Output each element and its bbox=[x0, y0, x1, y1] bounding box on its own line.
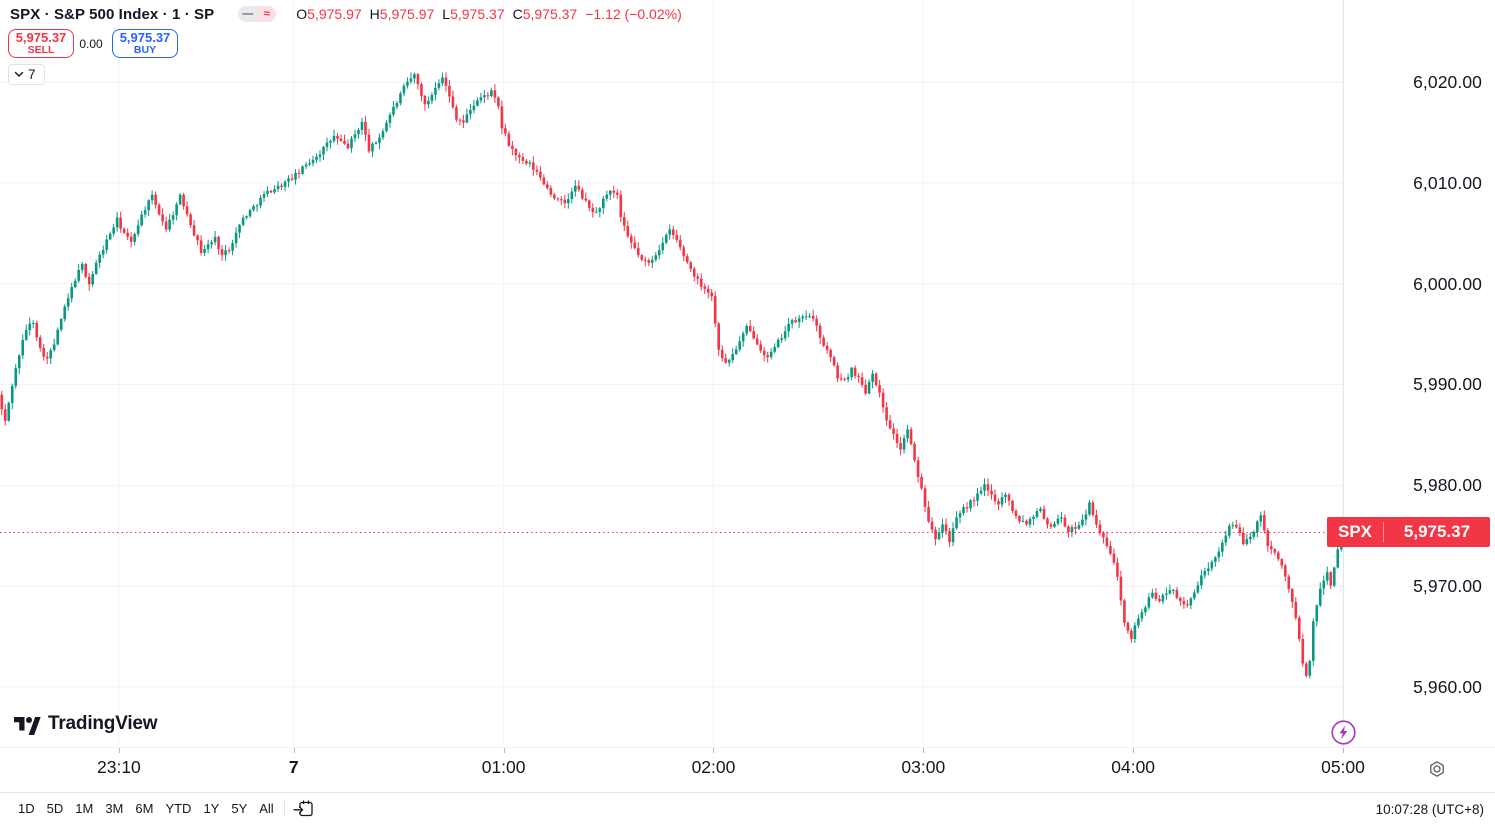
close-label: C bbox=[512, 6, 523, 22]
time-tick-label: 05:00 bbox=[1321, 757, 1365, 777]
chevron-down-icon bbox=[14, 71, 24, 77]
time-tick-mark bbox=[1133, 748, 1135, 753]
tradingview-logo-icon bbox=[14, 716, 41, 735]
high-value: 5,975.97 bbox=[379, 6, 435, 22]
instant-trading-icon[interactable] bbox=[1330, 719, 1357, 746]
object-tree-dropdown[interactable]: 7 bbox=[8, 64, 45, 85]
price-tick-label: 5,960.00 bbox=[1413, 676, 1482, 697]
low-label: L bbox=[442, 6, 451, 22]
range-button-6m[interactable]: 6M bbox=[135, 801, 154, 816]
range-button-5y[interactable]: 5Y bbox=[231, 801, 248, 816]
delayed-data-icon: ≈ bbox=[257, 6, 277, 22]
price-scale-axis[interactable]: 6,020.00 6,010.00 6,000.00 5,990.00 5,980.00… bbox=[1343, 0, 1495, 747]
price-label-value: 5,975.37 bbox=[1403, 522, 1471, 541]
price-tick-label: 6,000.00 bbox=[1413, 273, 1482, 294]
chart-header: SPX · S&P 500 Index · 1 · SP — ≈ O5,975.… bbox=[8, 4, 682, 85]
spread-value: 0.00 bbox=[79, 36, 103, 51]
close-value: 5,975.37 bbox=[522, 6, 578, 22]
chart-pane[interactable] bbox=[0, 0, 1343, 747]
go-to-date-button[interactable] bbox=[293, 799, 314, 818]
ohlc-values: O5,975.97 H5,975.97 L5,975.37 C5,975.37 … bbox=[296, 6, 681, 22]
sell-price: 5,975.37 bbox=[15, 30, 67, 46]
open-value: 5,975.97 bbox=[307, 6, 362, 22]
range-button-1y[interactable]: 1Y bbox=[203, 801, 220, 816]
time-tick-mark bbox=[1343, 748, 1344, 753]
time-tick-mark bbox=[293, 748, 295, 753]
price-scale-settings-gear-icon[interactable] bbox=[1428, 760, 1446, 778]
range-button-ytd[interactable]: YTD bbox=[165, 801, 192, 816]
range-button-all[interactable]: All bbox=[259, 801, 274, 816]
time-tick-label: 04:00 bbox=[1111, 757, 1156, 777]
range-button-3m[interactable]: 3M bbox=[105, 801, 124, 816]
time-tick-label: 03:00 bbox=[901, 757, 946, 777]
sell-button[interactable]: 5,975.37 SELL bbox=[8, 29, 74, 58]
open-label: O bbox=[296, 6, 308, 22]
bottom-toolbar: 1D 5D 1M 3M 6M YTD 1Y 5Y All 10:07:28 (U… bbox=[0, 792, 1495, 824]
price-tick-label: 6,010.00 bbox=[1413, 172, 1482, 193]
time-scale-axis[interactable]: 23:10 7 01:00 02:00 03:00 04:00 05:00 bbox=[0, 747, 1495, 792]
range-button-1m[interactable]: 1M bbox=[75, 801, 94, 816]
price-tick-label: 6,020.00 bbox=[1413, 72, 1482, 92]
time-tick-mark bbox=[503, 748, 505, 753]
buy-label: BUY bbox=[133, 43, 157, 56]
buy-button[interactable]: 5,975.37 BUY bbox=[112, 29, 178, 58]
time-tick-label: 23:10 bbox=[97, 757, 141, 777]
market-status-badges[interactable]: — ≈ bbox=[238, 6, 277, 22]
price-label-symbol: SPX bbox=[1327, 522, 1384, 542]
symbol-title[interactable]: SPX · S&P 500 Index · 1 · SP bbox=[10, 5, 215, 23]
tradingview-logo[interactable]: TradingView bbox=[14, 713, 158, 735]
chart-grid bbox=[0, 0, 1343, 747]
session-clock[interactable]: 10:07:28 (UTC+8) bbox=[1375, 801, 1484, 817]
high-label: H bbox=[369, 6, 380, 22]
tradingview-logo-text: TradingView bbox=[48, 713, 158, 734]
time-tick-mark bbox=[118, 748, 120, 753]
current-price-label: SPX 5,975.37 bbox=[1327, 517, 1490, 547]
dropdown-count: 7 bbox=[28, 67, 36, 82]
change-value: −1.12 (−0.02%) bbox=[585, 6, 682, 22]
trade-buttons: 5,975.37 SELL 0.00 5,975.37 BUY bbox=[8, 29, 178, 58]
price-tick-label: 5,990.00 bbox=[1413, 374, 1482, 395]
time-tick-label: 02:00 bbox=[691, 757, 736, 777]
price-tick-label: 5,980.00 bbox=[1413, 475, 1482, 496]
time-tick-mark bbox=[923, 748, 925, 753]
candlestick-chart[interactable] bbox=[0, 0, 1343, 747]
low-value: 5,975.37 bbox=[450, 6, 505, 22]
current-price-line bbox=[0, 532, 1327, 533]
time-tick-label: 01:00 bbox=[481, 757, 526, 777]
market-closed-icon: — bbox=[238, 6, 258, 22]
toolbar-divider bbox=[283, 800, 285, 817]
buy-price: 5,975.37 bbox=[119, 30, 171, 46]
range-button-1d[interactable]: 1D bbox=[18, 801, 35, 816]
price-tick-label: 5,970.00 bbox=[1413, 576, 1482, 597]
time-tick-label: 7 bbox=[288, 757, 299, 777]
range-button-5d[interactable]: 5D bbox=[46, 801, 64, 816]
sell-label: SELL bbox=[27, 43, 55, 56]
time-tick-mark bbox=[713, 748, 715, 753]
calendar-arrow-icon bbox=[293, 800, 313, 817]
